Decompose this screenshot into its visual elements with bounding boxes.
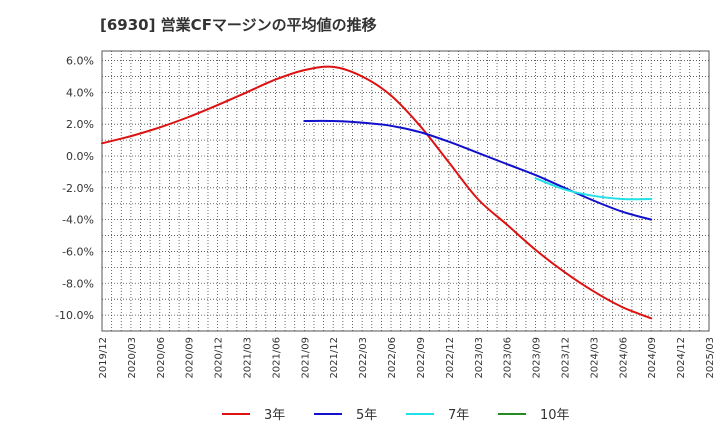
- legend-label-4: 10年: [540, 408, 570, 423]
- x-tick-label: 2020/03: [127, 337, 138, 379]
- y-tick-label: 6.0%: [66, 55, 94, 68]
- y-tick-label: -4.0%: [62, 214, 94, 227]
- x-tick-label: 2020/09: [185, 337, 196, 379]
- x-tick-label: 2024/03: [589, 337, 600, 379]
- series-line-1: [101, 65, 653, 320]
- y-tick-label: -8.0%: [62, 277, 94, 290]
- x-tick-label: 2020/12: [214, 337, 225, 379]
- x-tick-label: 2023/09: [532, 337, 543, 379]
- x-tick-label: 2021/06: [271, 337, 282, 379]
- plot-frame: [101, 50, 710, 332]
- legend-label-3: 7年: [448, 408, 469, 423]
- x-tick-label: 2021/03: [243, 337, 254, 379]
- y-tick-label: -2.0%: [62, 182, 94, 195]
- x-tick-label: 2022/03: [358, 337, 369, 379]
- legend-layer: 3年 5年 7年 10年: [222, 408, 570, 423]
- chart-title: [6930] 営業CFマージンの平均値の推移: [100, 16, 377, 34]
- x-tick-label: 2024/09: [647, 337, 658, 379]
- legend-label-1: 3年: [264, 408, 285, 423]
- x-tick-label: 2025/03: [705, 337, 716, 379]
- y-tick-label: 4.0%: [66, 86, 94, 99]
- legend-label-2: 5年: [356, 408, 377, 423]
- series-line-3: [534, 177, 653, 201]
- series-line-2: [303, 119, 653, 221]
- x-tick-label: 2023/03: [474, 337, 485, 379]
- x-tick-label: 2022/12: [445, 337, 456, 379]
- y-tick-label: 0.0%: [66, 150, 94, 163]
- x-tick-label: 2024/06: [618, 337, 629, 379]
- x-tick-label: 2023/06: [503, 337, 514, 379]
- x-tick-label: 2019/12: [98, 337, 109, 379]
- x-tick-label: 2022/09: [416, 337, 427, 379]
- axis-layer: 6.0% 4.0% 2.0% 0.0% -2.0% -4.0% -6.0% -8.0% -10.…: [55, 55, 716, 379]
- x-tick-label: 2021/09: [300, 337, 311, 379]
- y-tick-label: -10.0%: [55, 309, 94, 322]
- x-tick-label: 2023/12: [560, 337, 571, 379]
- x-tick-label: 2022/06: [387, 337, 398, 379]
- y-tick-label: 2.0%: [66, 118, 94, 131]
- grid-layer: [101, 50, 710, 332]
- y-tick-label: -6.0%: [62, 245, 94, 258]
- x-tick-label: 2020/06: [156, 337, 167, 379]
- line-layer: [101, 65, 653, 320]
- x-tick-label: 2024/12: [676, 337, 687, 379]
- x-tick-label: 2021/12: [329, 337, 340, 379]
